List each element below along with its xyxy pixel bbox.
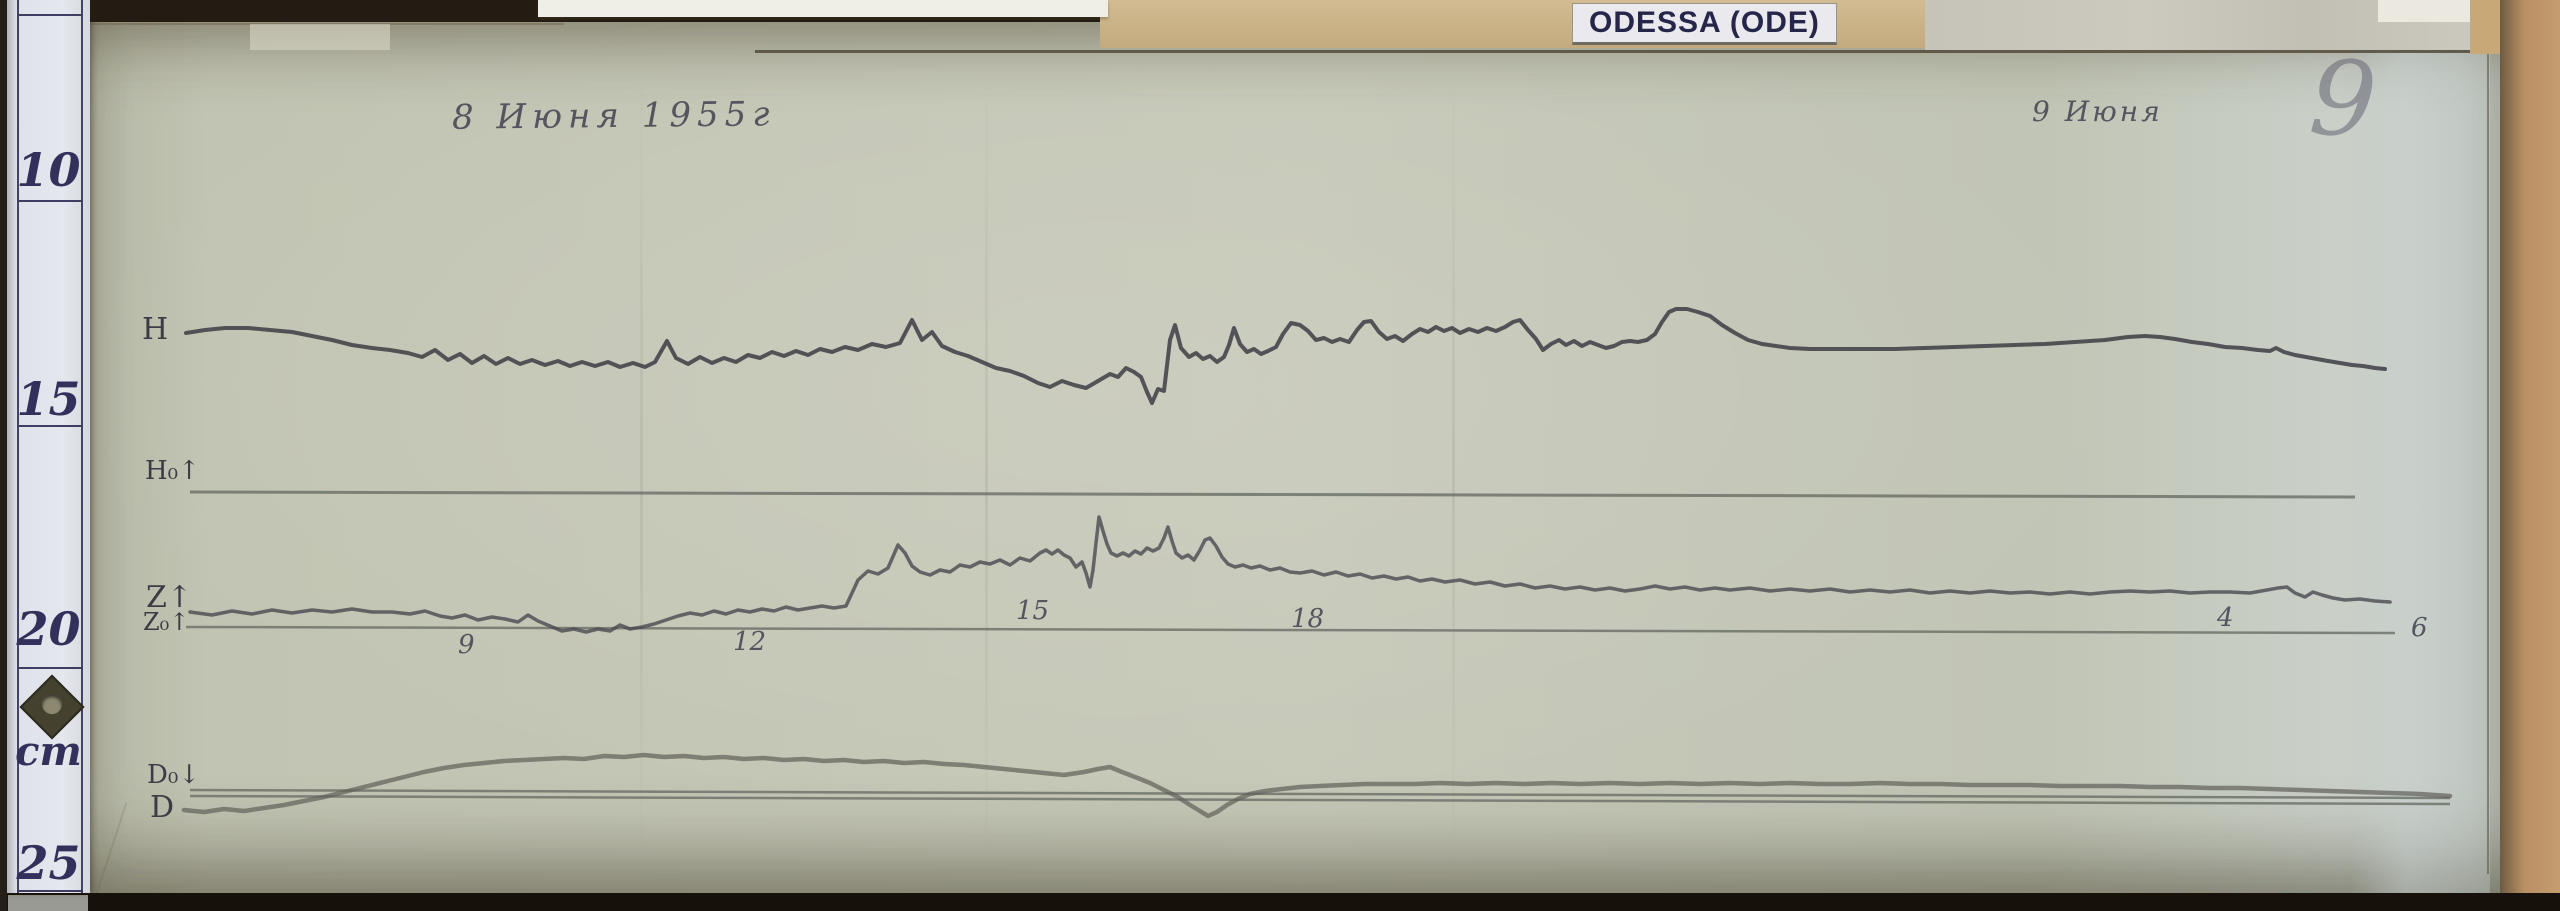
paper-edge-light-band [2350,52,2490,895]
trace-label-d: D [150,790,175,825]
ruler-segment-line [17,14,83,16]
trace-label-h: H [142,312,169,347]
photo-left-edge [0,0,7,911]
ruler-border-lines [17,0,83,893]
ruler-segment-line [17,200,83,202]
ruler-mark-10: 10 [16,143,81,197]
ruler-segment-line [17,425,83,427]
ruler-unit-label: cm [15,728,82,775]
sheet-right-border-line [2487,52,2489,874]
sheet-top-border-line [755,50,2500,53]
handwritten-date-right: 9 Июня [2032,95,2163,128]
top-white-paper-strip [538,0,1108,17]
station-name-label: ODESSA (ODE) [1572,3,1837,45]
ruler-mark-15: 15 [16,372,81,426]
photo-right-edge [2500,0,2560,911]
photo-bottom-edge [0,893,2560,911]
trace-label-h0: H₀↑ [145,456,200,486]
ruler-segment-line [17,667,83,669]
handwritten-sheet-number: 9 [2305,35,2381,163]
ruler-segment-line [17,890,83,892]
cm-ruler: cm 10 15 20 25 [7,0,90,893]
photographic-paper-sheet [60,22,2538,895]
bottom-left-chip [8,895,88,911]
trace-label-z0: Z₀↑ [143,608,190,636]
eyelet-hole [37,690,67,719]
small-tape-piece [250,24,390,50]
trace-label-z: Z↑ [146,580,192,615]
handwritten-date-left: 8 Июня 1955г [451,94,776,138]
ruler-mark-20: 20 [16,602,81,656]
trace-label-d0: D₀↓ [147,760,201,790]
ruler-mark-25: 25 [16,836,81,890]
